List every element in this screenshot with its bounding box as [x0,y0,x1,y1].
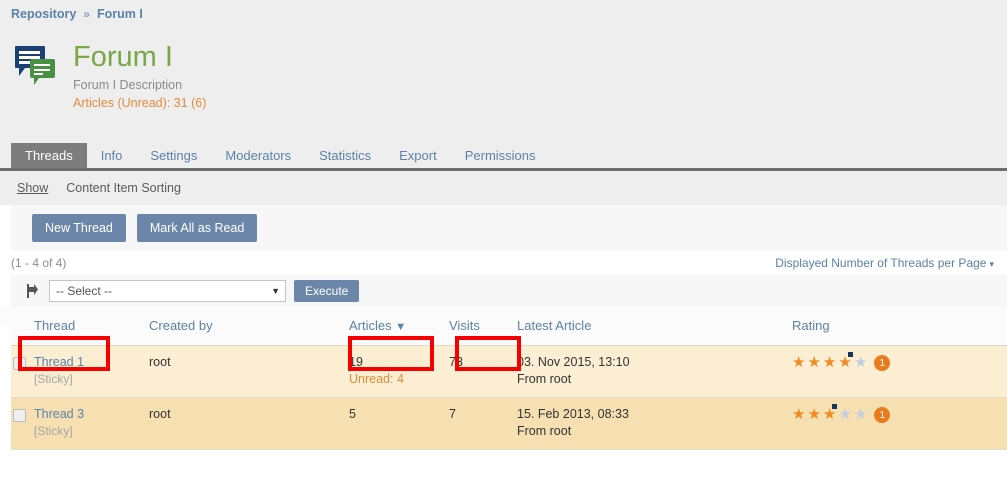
tab-export[interactable]: Export [399,148,437,163]
bulk-action-select-wrap: -- Select -- ▼ [49,280,286,302]
tab-bar: Threads Info Settings Moderators Statist… [0,143,1007,171]
cell-latest-article: 03. Nov 2015, 13:10 From root [516,345,791,398]
sub-navigation: Show Content Item Sorting [0,171,1007,205]
bulk-action-bar: -- Select -- ▼ Execute [0,275,1007,307]
star-icon[interactable]: ★ [807,354,821,371]
mark-all-as-read-button[interactable]: Mark All as Read [136,214,258,242]
table-body: Thread 1 [Sticky] root 19 Unread: 4 73 0… [0,345,1007,450]
sort-descending-icon: ▼ [395,321,407,334]
cell-created-by: root [148,345,348,398]
articles-count: 19 [349,354,363,369]
latest-article-date: 15. Feb 2013, 08:33 [517,406,629,421]
column-header-articles[interactable]: Articles ▼ [348,307,448,346]
thread-link[interactable]: Thread 1 [34,354,85,369]
table-header-row: Thread Created by Articles ▼ Visits Late… [0,307,1007,346]
breadcrumb-separator-icon: » [83,6,90,21]
result-count: (1 - 4 of 4) [11,256,67,270]
rating-count-badge: 1 [874,354,891,371]
threads-table: Thread Created by Articles ▼ Visits Late… [0,307,1007,450]
breadcrumb-current[interactable]: Forum I [96,6,143,21]
toolbar: New Thread Mark All as Read [0,205,1007,251]
table-row[interactable]: Thread 1 [Sticky] root 19 Unread: 4 73 0… [0,345,1007,398]
star-icon[interactable]: ★ [792,406,806,423]
tab-statistics[interactable]: Statistics [319,148,372,163]
cell-visits: 7 [448,397,516,450]
thread-sticky-label: [Sticky] [34,423,73,438]
rating-stars[interactable]: ★ ★ ★ ★ ★ 1 [792,352,1006,371]
page-header: Forum I Forum I Description Articles (Un… [0,27,1007,143]
threads-per-page-label: Displayed Number of Threads per Page [775,256,987,270]
star-icon[interactable]: ★ [792,354,806,371]
column-header-visits[interactable]: Visits [448,307,516,346]
thread-link[interactable]: Thread 3 [34,406,85,421]
execute-button[interactable]: Execute [294,280,360,302]
cell-created-by: root [148,397,348,450]
cell-articles: 5 [348,397,448,450]
articles-count: 5 [349,406,356,421]
cell-visits: 73 [448,345,516,398]
chevron-down-icon: ▾ [989,259,994,269]
table-left-gutter [0,325,11,480]
cell-rating: ★ ★ ★ ★ ★ 1 [791,397,1007,450]
table-header: Thread Created by Articles ▼ Visits Late… [0,307,1007,346]
star-icon[interactable]: ★ [838,406,852,423]
star-icon[interactable]: ★ [822,404,838,423]
star-icon[interactable]: ★ [807,406,821,423]
page-title: Forum I [73,41,173,73]
latest-article-author: From root [517,423,572,438]
new-thread-button[interactable]: New Thread [32,214,126,242]
tab-info[interactable]: Info [100,148,123,163]
star-icon[interactable]: ★ [853,406,868,423]
column-header-latest-article[interactable]: Latest Article [516,307,791,346]
column-header-articles-label: Articles [349,318,392,334]
rating-marker-icon [832,404,838,409]
column-header-created-by[interactable]: Created by [148,307,348,346]
latest-article-date: 03. Nov 2015, 13:10 [517,354,630,369]
latest-article-author: From root [517,371,572,386]
articles-unread: Unread: 4 [349,371,404,386]
list-info-bar: (1 - 4 of 4) Displayed Number of Threads… [0,251,1007,275]
cell-articles: 19 Unread: 4 [348,345,448,398]
tab-threads[interactable]: Threads [11,143,87,168]
subnav-show[interactable]: Show [17,181,49,195]
cell-thread: Thread 1 [Sticky] [33,345,148,398]
cell-rating: ★ ★ ★ ★ ★ 1 [791,345,1007,398]
rating-count-badge: 1 [874,406,891,423]
thread-sticky-label: [Sticky] [34,371,73,386]
star-icon[interactable]: ★ [822,354,837,371]
column-header-thread[interactable]: Thread [33,307,148,346]
articles-unread-count: Articles (Unread): 31 (6) [73,96,207,110]
cell-latest-article: 15. Feb 2013, 08:33 From root [516,397,791,450]
breadcrumb-repository[interactable]: Repository [11,6,77,21]
page-description: Forum I Description [73,78,183,92]
rating-stars[interactable]: ★ ★ ★ ★ ★ 1 [792,404,1006,423]
tab-moderators[interactable]: Moderators [225,148,292,163]
table-row[interactable]: Thread 3 [Sticky] root 5 7 15. Feb 2013,… [0,397,1007,450]
star-icon[interactable]: ★ [838,352,853,371]
star-icon[interactable]: ★ [853,354,868,371]
threads-per-page-dropdown[interactable]: Displayed Number of Threads per Page ▾ [775,256,994,270]
row-checkbox[interactable] [13,408,26,422]
tab-permissions[interactable]: Permissions [464,148,536,163]
forum-bubbles-icon [13,46,59,88]
subnav-content-item-sorting[interactable]: Content Item Sorting [66,181,181,195]
bulk-action-select[interactable]: -- Select -- [49,280,286,302]
row-checkbox[interactable] [13,356,26,370]
rating-marker-icon [847,352,853,357]
flag-arrow-icon [25,283,39,299]
column-header-rating[interactable]: Rating [791,307,1007,346]
tab-settings[interactable]: Settings [150,148,198,163]
breadcrumb: Repository » Forum I [0,0,1007,27]
cell-thread: Thread 3 [Sticky] [33,397,148,450]
